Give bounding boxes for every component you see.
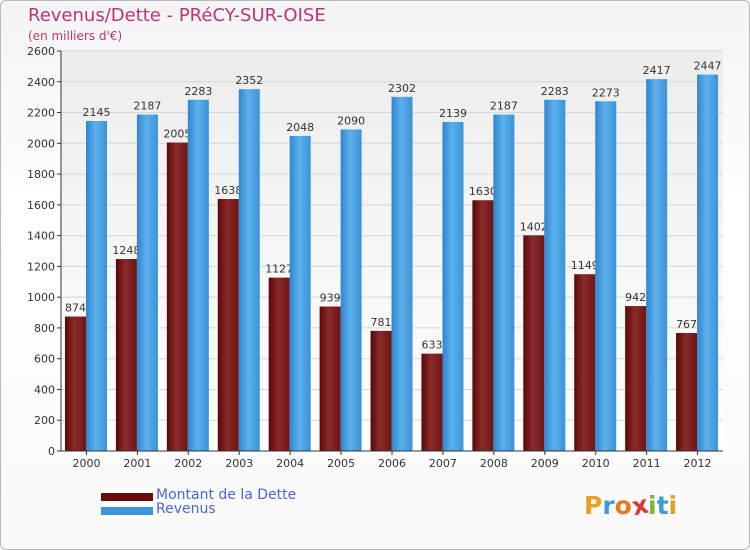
- bar-dette: [370, 330, 392, 451]
- bar-revenus: [187, 99, 209, 452]
- data-label: 874: [65, 302, 86, 315]
- x-tick-label: 2005: [327, 457, 355, 470]
- x-tick-label: 2012: [684, 457, 712, 470]
- bar-dette: [115, 259, 137, 451]
- logo-letter: t: [656, 491, 669, 520]
- x-tick-label: 2006: [378, 457, 406, 470]
- logo-letter: o: [614, 491, 632, 520]
- x-tick-label: 2003: [225, 457, 253, 470]
- bar-revenus: [238, 89, 260, 452]
- logo-letter: i: [668, 491, 678, 520]
- bar-revenus: [340, 129, 362, 451]
- logo-letter: i: [648, 491, 657, 520]
- y-tick-label: 1200: [27, 260, 55, 273]
- logo-letter: r: [602, 491, 615, 520]
- x-tick-label: 2010: [582, 457, 610, 470]
- logo-letter: P: [584, 491, 603, 520]
- data-label: 2187: [133, 100, 161, 113]
- data-label: 2417: [643, 64, 671, 77]
- y-tick-label: 2600: [27, 45, 55, 58]
- bar-revenus: [544, 99, 566, 452]
- data-label: 767: [676, 318, 697, 331]
- y-tick-label: 1600: [27, 199, 55, 212]
- x-tick-label: 2007: [429, 457, 457, 470]
- bar-dette: [574, 274, 596, 451]
- bar-dette: [268, 277, 290, 451]
- data-label: 2187: [490, 100, 518, 113]
- chart-title: Revenus/Dette - PRéCY-SUR-OISE: [28, 5, 326, 26]
- data-label: 1402: [520, 220, 548, 233]
- data-label: 942: [625, 291, 646, 304]
- y-tick-label: 200: [34, 414, 55, 427]
- data-label: 1630: [469, 185, 497, 198]
- data-label: 2447: [694, 60, 722, 73]
- data-label: 2283: [541, 85, 569, 98]
- bar-dette: [65, 316, 86, 451]
- x-tick-label: 2004: [276, 457, 304, 470]
- bar-dette: [523, 235, 545, 451]
- y-tick-label: 1800: [27, 168, 55, 181]
- x-tick-label: 2001: [123, 457, 151, 470]
- data-label: 2145: [83, 106, 111, 119]
- legend-swatch-revenus: [101, 507, 153, 515]
- bar-dette: [421, 353, 443, 451]
- x-tick-label: 2009: [531, 457, 559, 470]
- bar-revenus: [136, 114, 158, 452]
- data-label: 2005: [163, 128, 191, 141]
- data-label: 781: [371, 316, 392, 329]
- x-tick-label: 2000: [72, 457, 100, 470]
- bar-dette: [676, 333, 698, 451]
- bar-revenus: [86, 121, 107, 451]
- y-tick-label: 2200: [27, 107, 55, 120]
- data-label: 1638: [214, 184, 242, 197]
- bar-dette: [166, 142, 188, 452]
- y-tick-label: 1000: [27, 291, 55, 304]
- x-tick-label: 2011: [633, 457, 661, 470]
- bar-revenus: [697, 74, 719, 452]
- y-tick-label: 0: [48, 445, 55, 458]
- legend-label-revenus: Revenus: [156, 501, 216, 517]
- bar-revenus: [391, 96, 413, 451]
- y-tick-label: 400: [34, 383, 55, 396]
- y-tick-label: 800: [34, 322, 55, 335]
- y-tick-label: 600: [34, 353, 55, 366]
- data-label: 2048: [286, 121, 314, 134]
- bar-dette: [625, 306, 647, 451]
- data-label: 1248: [112, 244, 140, 257]
- data-label: 2302: [388, 82, 416, 95]
- data-label: 2090: [337, 114, 365, 127]
- x-tick-label: 2008: [480, 457, 508, 470]
- data-label: 1127: [265, 263, 293, 276]
- y-tick-label: 2000: [27, 137, 55, 150]
- bar-revenus: [442, 121, 464, 451]
- data-label: 1149: [571, 259, 599, 272]
- bar-dette: [217, 199, 239, 451]
- bar-revenus: [289, 135, 311, 451]
- legend-swatch-dette: [101, 493, 153, 501]
- proxiti-logo: Proxiti: [584, 490, 678, 522]
- y-tick-label: 2400: [27, 76, 55, 89]
- bar-dette: [472, 200, 494, 451]
- data-label: 939: [320, 292, 341, 305]
- bar-revenus: [646, 79, 668, 452]
- chart-subtitle: (en milliers d'€): [28, 29, 123, 43]
- bar-dette: [319, 306, 341, 451]
- data-label: 633: [421, 339, 442, 352]
- data-label: 2352: [235, 74, 263, 87]
- bar-revenus: [493, 114, 515, 452]
- data-label: 2139: [439, 107, 467, 120]
- bar-revenus: [595, 101, 617, 452]
- x-tick-label: 2002: [174, 457, 202, 470]
- data-label: 2283: [184, 85, 212, 98]
- y-tick-label: 1400: [27, 230, 55, 243]
- data-label: 2273: [592, 86, 620, 99]
- legend-label-dette: Montant de la Dette: [156, 487, 297, 503]
